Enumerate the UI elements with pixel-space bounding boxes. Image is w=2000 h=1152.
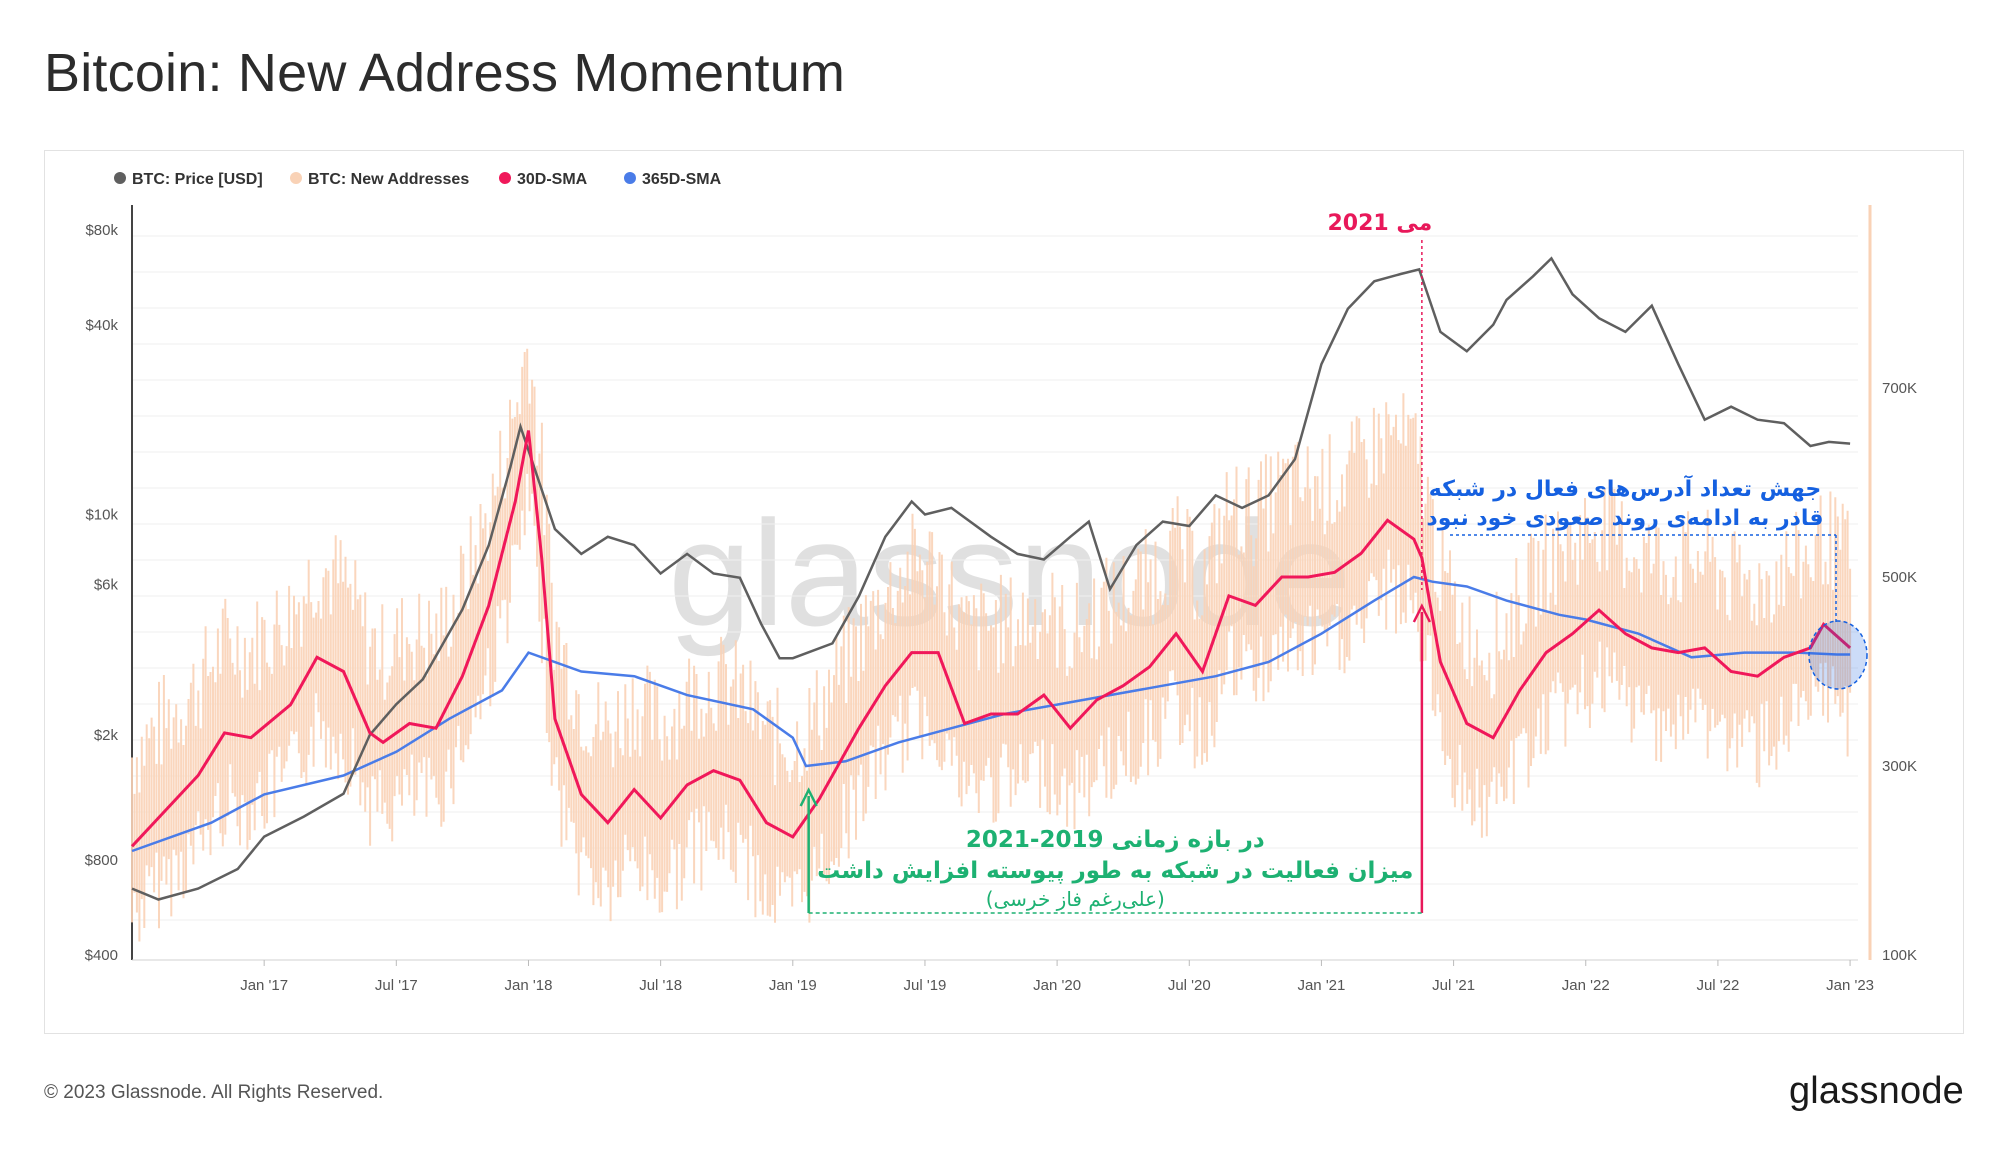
- legend-swatch: [624, 172, 636, 184]
- legend-item: BTC: New Addresses: [290, 171, 469, 188]
- x-tick-label: Jul '21: [1432, 977, 1475, 994]
- x-tick-label: Jan '18: [505, 977, 553, 994]
- jan-2019-arrow-head: [799, 787, 818, 807]
- series-365d-sma: [131, 575, 1851, 853]
- series-new-addresses: [131, 348, 1852, 942]
- legend-item: 30D-SMA: [499, 171, 588, 188]
- blue-highlight-circle: [1808, 620, 1868, 690]
- y-right-tick-label: 500K: [1882, 569, 1917, 586]
- copyright-text: © 2023 Glassnode. All Rights Reserved.: [44, 1082, 384, 1103]
- page-title: Bitcoin: New Address Momentum: [44, 43, 846, 103]
- x-tick-label: Jul '18: [639, 977, 682, 994]
- legend-swatch: [114, 172, 126, 184]
- y-left-tick-label: $10k: [85, 507, 118, 524]
- legend-swatch: [499, 172, 511, 184]
- legend-label: 365D-SMA: [642, 171, 722, 188]
- y-left-tick-label: $80k: [85, 222, 118, 239]
- blue-annotation-line-1: جهش تعداد آدرس‌های فعال در شبکه: [1429, 474, 1821, 502]
- legend-label: BTC: New Addresses: [308, 171, 469, 188]
- x-tick-label: Jan '19: [769, 977, 817, 994]
- glassnode-logo[interactable]: glassnode: [1788, 1070, 1964, 1112]
- x-tick-label: Jul '17: [375, 977, 418, 994]
- y-right-tick-label: 100K: [1882, 947, 1917, 964]
- y-left-tick-label: $800: [85, 852, 118, 869]
- series-btc-price: [131, 256, 1851, 901]
- x-tick-label: Jan '20: [1033, 977, 1081, 994]
- legend-swatch: [290, 172, 302, 184]
- series-30d-sma: [130, 430, 1852, 848]
- legend-item: 365D-SMA: [624, 171, 722, 188]
- legend-item: BTC: Price [USD]: [114, 171, 263, 188]
- may-2021-label: می 2021: [1327, 211, 1432, 236]
- green-annotation-line-2: میزان فعالیت در شبکه به طور پیوسته افزای…: [817, 858, 1413, 884]
- legend-label: BTC: Price [USD]: [132, 171, 263, 188]
- may-2021-arrow-head: [1412, 603, 1431, 623]
- y-left-tick-label: $6k: [94, 576, 119, 593]
- x-tick-label: Jul '19: [904, 977, 947, 994]
- x-tick-label: Jan '22: [1562, 977, 1610, 994]
- y-left-tick-label: $400: [85, 947, 118, 964]
- y-right-tick-label: 300K: [1882, 758, 1917, 775]
- x-tick-label: Jul '22: [1696, 977, 1739, 994]
- y-left-tick-label: $40k: [85, 317, 118, 334]
- x-tick-label: Jan '21: [1297, 977, 1345, 994]
- y-right-tick-label: 700K: [1882, 380, 1917, 397]
- green-annotation-line-3: (علی‌رغم فاز خرسی): [986, 887, 1165, 911]
- x-tick-label: Jan '23: [1826, 977, 1874, 994]
- y-left-tick-label: $2k: [94, 727, 119, 744]
- legend-label: 30D-SMA: [517, 171, 588, 188]
- blue-annotation-line-2: قادر به ادامه‌ی روند صعودی خود نبود: [1426, 506, 1823, 531]
- green-annotation-line-1: در بازه زمانی 2019-2021: [966, 827, 1265, 853]
- x-tick-label: Jan '17: [240, 977, 288, 994]
- chart-frame: [44, 150, 1964, 1034]
- x-tick-label: Jul '20: [1168, 977, 1211, 994]
